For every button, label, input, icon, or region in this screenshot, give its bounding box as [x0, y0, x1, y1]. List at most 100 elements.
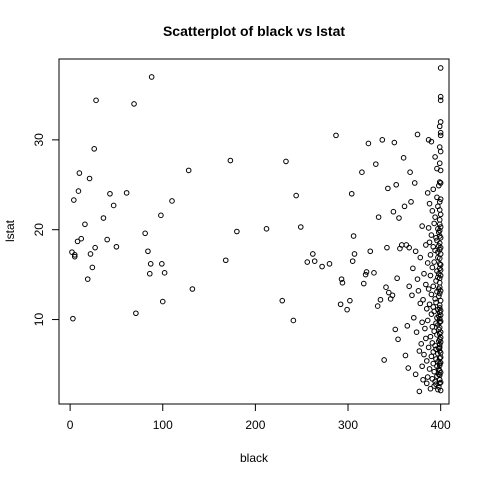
data-point	[222, 257, 229, 264]
data-point	[437, 288, 444, 294]
data-point	[436, 315, 443, 322]
data-point	[123, 190, 130, 196]
data-point	[403, 242, 410, 248]
data-point	[421, 351, 427, 358]
data-point	[365, 140, 372, 147]
x-tick-label: 100	[153, 418, 173, 432]
data-point	[93, 97, 99, 104]
data-point	[379, 137, 386, 143]
data-point	[406, 244, 412, 251]
data-point	[431, 220, 437, 227]
data-point	[185, 167, 192, 174]
data-point	[437, 224, 444, 230]
data-point	[347, 297, 353, 304]
data-point	[436, 144, 443, 150]
data-point	[437, 119, 444, 125]
data-point	[437, 196, 444, 202]
data-point	[427, 252, 434, 258]
data-point	[82, 221, 88, 228]
data-point	[428, 291, 435, 298]
data-point	[411, 180, 418, 186]
data-point	[436, 199, 443, 205]
x-tick-label: 300	[338, 418, 358, 432]
data-point	[409, 292, 415, 299]
data-point	[436, 227, 443, 234]
data-point	[437, 297, 444, 304]
data-point	[71, 197, 77, 203]
data-point	[437, 359, 444, 366]
data-point	[428, 311, 435, 317]
data-point	[427, 333, 434, 340]
data-point	[436, 345, 442, 352]
data-point	[104, 236, 110, 243]
data-point	[437, 211, 444, 218]
data-point	[406, 283, 412, 290]
data-point	[401, 203, 408, 210]
data-point	[412, 371, 419, 378]
data-point	[169, 198, 175, 204]
data-point	[348, 190, 355, 197]
data-point	[311, 258, 318, 264]
data-point	[362, 271, 369, 278]
data-point	[435, 386, 441, 393]
data-point	[436, 275, 443, 282]
data-point	[423, 358, 430, 364]
data-point	[437, 267, 444, 273]
data-point	[436, 293, 442, 299]
data-point	[429, 376, 436, 382]
data-point	[436, 362, 443, 369]
data-point	[133, 310, 139, 317]
data-point	[423, 305, 430, 312]
y-axis-label: lstat	[3, 219, 17, 242]
data-point	[297, 224, 304, 230]
data-point	[436, 221, 443, 228]
data-point	[263, 226, 270, 232]
data-point	[407, 169, 413, 175]
data-point	[420, 296, 426, 303]
data-point	[319, 263, 325, 270]
data-point	[414, 131, 421, 138]
data-point	[84, 276, 91, 282]
data-point	[159, 261, 165, 267]
data-point	[304, 259, 311, 265]
data-point	[293, 192, 299, 199]
data-point	[417, 300, 424, 307]
data-point	[76, 170, 83, 176]
data-point	[428, 353, 435, 360]
data-point	[419, 223, 425, 229]
data-point	[69, 249, 75, 255]
data-point	[437, 251, 444, 257]
data-point	[290, 317, 297, 324]
data-points	[69, 65, 444, 395]
data-point	[360, 280, 367, 287]
data-point	[426, 301, 433, 308]
chart-title: Scatterplot of black vs lstat	[163, 23, 345, 39]
data-point	[437, 132, 444, 139]
data-point	[437, 272, 444, 279]
data-point	[424, 317, 431, 324]
data-point	[161, 270, 168, 276]
data-point	[437, 334, 444, 341]
data-point	[437, 329, 444, 335]
data-point	[426, 366, 433, 372]
data-point	[419, 319, 425, 326]
data-point	[375, 214, 382, 220]
data-point	[437, 379, 444, 386]
data-point	[437, 148, 444, 155]
data-point	[430, 304, 437, 310]
data-point	[100, 215, 107, 221]
data-point	[434, 332, 440, 338]
data-point	[423, 242, 429, 248]
data-point	[390, 208, 397, 215]
data-point	[423, 335, 429, 342]
y-axis: 10 20 30	[32, 133, 60, 326]
data-point	[159, 298, 166, 305]
data-point	[437, 234, 444, 241]
data-point	[421, 270, 427, 277]
data-point	[437, 97, 444, 104]
data-point	[436, 380, 443, 387]
data-point	[431, 368, 437, 375]
data-point	[417, 254, 424, 261]
data-point	[437, 244, 444, 251]
